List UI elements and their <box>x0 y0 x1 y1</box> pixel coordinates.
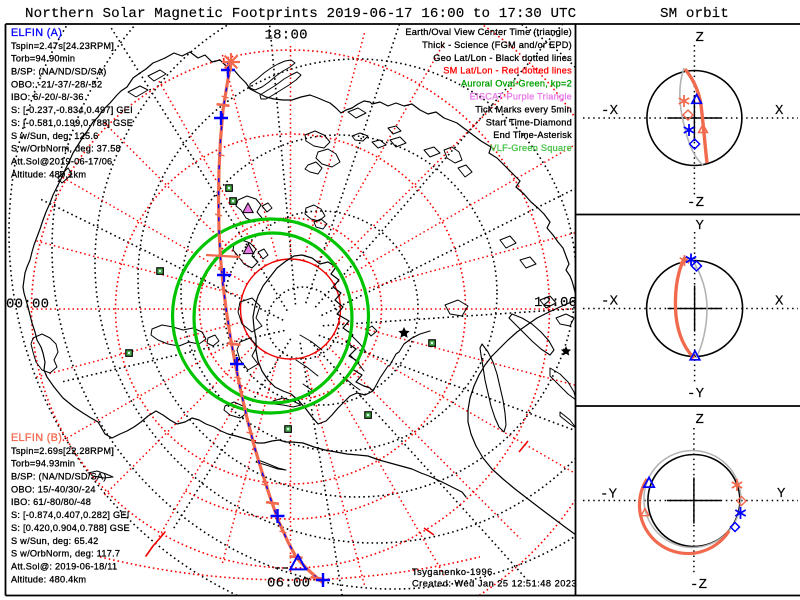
svg-text:Northern Solar Magnetic Footpr: Northern Solar Magnetic Footprints 2019-… <box>25 6 576 22</box>
svg-text:SM Lat/Lon - Red dotted lines: SM Lat/Lon - Red dotted lines <box>443 66 572 76</box>
svg-text:Torb=94.93min: Torb=94.93min <box>11 459 75 469</box>
svg-text:B/SP: (NA/ND/SD/SA): B/SP: (NA/ND/SD/SA) <box>11 472 107 482</box>
svg-text:-Z: -Z <box>687 195 704 211</box>
svg-text:Start Time-Diamond: Start Time-Diamond <box>486 117 572 127</box>
svg-text:Auroral Oval-Green, kp=2: Auroral Oval-Green, kp=2 <box>461 79 572 89</box>
svg-text:-Z: -Z <box>690 577 707 593</box>
svg-text:Tick Marks every 5min: Tick Marks every 5min <box>475 104 572 114</box>
svg-text:S: [-0.237,-0.834,0.497] GEI: S: [-0.237,-0.834,0.497] GEI <box>11 105 133 115</box>
svg-text:VLF-Green Square: VLF-Green Square <box>490 143 572 153</box>
svg-text:Z: Z <box>696 30 705 46</box>
svg-text:EISCAT-Purple Triangle: EISCAT-Purple Triangle <box>470 92 572 102</box>
svg-text:S: [-0.581,0.199,0.788] GSE: S: [-0.581,0.199,0.788] GSE <box>11 118 133 128</box>
svg-text:Att.Sol@2019-06-17/06: Att.Sol@2019-06-17/06 <box>11 157 112 167</box>
svg-text:IBO: 6/-20/-8/-36: IBO: 6/-20/-8/-36 <box>11 92 84 102</box>
svg-text:-Y: -Y <box>687 386 705 402</box>
svg-text:Altitude: 480.1km: Altitude: 480.1km <box>11 169 86 179</box>
svg-text:Y: Y <box>777 486 786 502</box>
svg-text:S w/OrbNorm, deg: 37.58: S w/OrbNorm, deg: 37.58 <box>11 144 121 154</box>
svg-text:Z: Z <box>696 412 705 428</box>
svg-text:S: [0.420,0.904,0.788] GSE: S: [0.420,0.904,0.788] GSE <box>11 523 130 533</box>
svg-text:S: [-0.874,0.407,0.282] GEI: S: [-0.874,0.407,0.282] GEI <box>11 510 130 520</box>
svg-text:Y: Y <box>696 218 705 234</box>
svg-text:Torb=94.90min: Torb=94.90min <box>11 54 75 64</box>
svg-text:06:00: 06:00 <box>267 576 310 592</box>
svg-text:Att.Sol@: 2019-06-18/11: Att.Sol@: 2019-06-18/11 <box>11 562 117 572</box>
svg-text:18:00: 18:00 <box>265 28 308 44</box>
svg-text:Tspin=2.69s[22.28RPM]: Tspin=2.69s[22.28RPM] <box>11 446 114 456</box>
svg-text:Earth/Oval View Center Time (t: Earth/Oval View Center Time (triangle) <box>405 27 572 37</box>
svg-text:12:00: 12:00 <box>534 295 577 311</box>
svg-text:IBO: 61/-80/80/-48: IBO: 61/-80/80/-48 <box>11 497 91 507</box>
svg-text:Tspin=2.47s[24.23RPM]: Tspin=2.47s[24.23RPM] <box>11 41 114 51</box>
svg-text:S w/Sun, deg: 65.42: S w/Sun, deg: 65.42 <box>11 536 99 546</box>
svg-text:-X: -X <box>601 294 619 310</box>
svg-text:ELFIN (A): ELFIN (A) <box>11 27 62 39</box>
svg-text:S w/OrbNorm, deg: 117.7: S w/OrbNorm, deg: 117.7 <box>11 549 120 559</box>
svg-text:SM orbit: SM orbit <box>660 6 729 22</box>
svg-text:S w/Sun, deg: 125.6: S w/Sun, deg: 125.6 <box>11 131 99 141</box>
svg-text:X: X <box>775 103 784 119</box>
svg-text:X: X <box>775 294 784 310</box>
svg-text:ELFIN (B): ELFIN (B) <box>11 432 62 444</box>
svg-text:End Time-Asterisk: End Time-Asterisk <box>493 130 572 140</box>
svg-text:OBO: 15/-40/30/-24: OBO: 15/-40/30/-24 <box>11 484 96 494</box>
svg-text:Created: Wed Jan 25 12:51:48 2: Created: Wed Jan 25 12:51:48 2023 <box>412 579 577 589</box>
svg-text:-X: -X <box>601 103 619 119</box>
svg-text:Thick - Science (FGM and/or EP: Thick - Science (FGM and/or EPD) <box>422 40 572 50</box>
svg-text:B/SP: (NA/ND/SD/SA): B/SP: (NA/ND/SD/SA) <box>11 67 107 77</box>
svg-text:Geo Lat/Lon - Black dotted lin: Geo Lat/Lon - Black dotted lines <box>433 53 572 63</box>
svg-text:OBO: -21/-37/-28/-52: OBO: -21/-37/-28/-52 <box>11 79 102 89</box>
svg-text:00:00: 00:00 <box>6 297 49 313</box>
svg-text:Altitude: 480.4km: Altitude: 480.4km <box>11 574 86 584</box>
svg-text:-Y: -Y <box>600 487 618 503</box>
svg-text:Tsyganenko-1996: Tsyganenko-1996 <box>412 567 493 577</box>
